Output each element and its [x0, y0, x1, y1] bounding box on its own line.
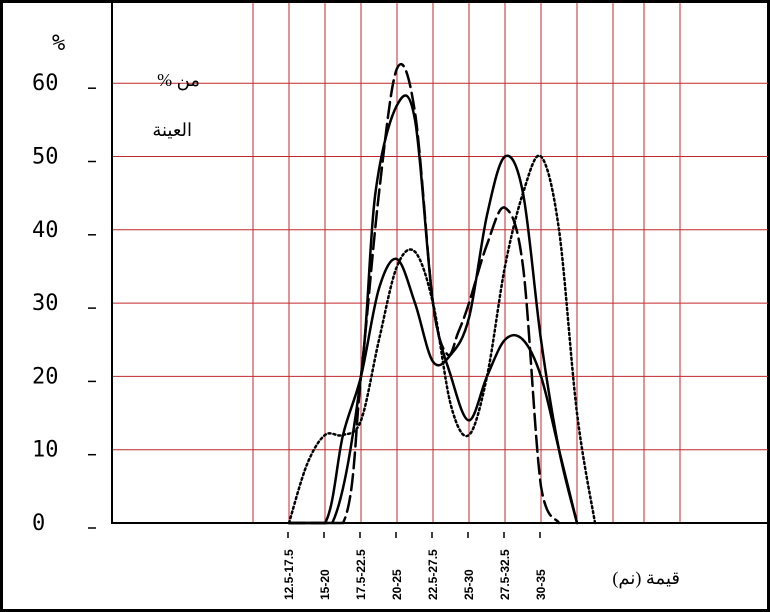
axes [111, 3, 768, 524]
y-tick-label-50: 50 [32, 145, 59, 170]
curves [287, 62, 597, 525]
x-tick-label-0: 12.5-17.5 [282, 549, 296, 600]
y-unit-label: % [52, 31, 65, 56]
x-tick-label-5: 25-30 [462, 569, 476, 600]
grid-lines [112, 3, 768, 523]
y-tick-label-10: 10 [32, 438, 59, 463]
series-4-line [287, 154, 597, 525]
y-tick-label-30: 30 [32, 291, 59, 316]
y-tick-label-0: 0 [32, 511, 45, 536]
series-3-line [287, 94, 579, 525]
x-tick-label-6: 27.5-32.5 [498, 549, 512, 600]
y-tick-label-60: 60 [32, 71, 59, 96]
x-tick-label-7: 30-35 [534, 569, 548, 600]
y-axis-label-line2: العينة [152, 120, 192, 140]
y-tick-label-20: 20 [32, 364, 59, 389]
x-tick-label-2: 17.5-22.5 [354, 549, 368, 600]
series-2-line [287, 62, 561, 525]
x-tick-label-1: 15-20 [318, 569, 332, 600]
x-tick-label-3: 20-25 [390, 569, 404, 600]
tick-labels: 0 10 20 30 40 50 60 12.5-17.5 15-20 17.5-22.5 20-2… [32, 71, 548, 600]
y-axis-label-line1: % من [157, 70, 200, 91]
x-tick-label-4: 22.5-27.5 [426, 549, 440, 600]
y-tick-label-40: 40 [32, 218, 59, 243]
x-axis-label: قيمة (نم) [612, 568, 680, 589]
